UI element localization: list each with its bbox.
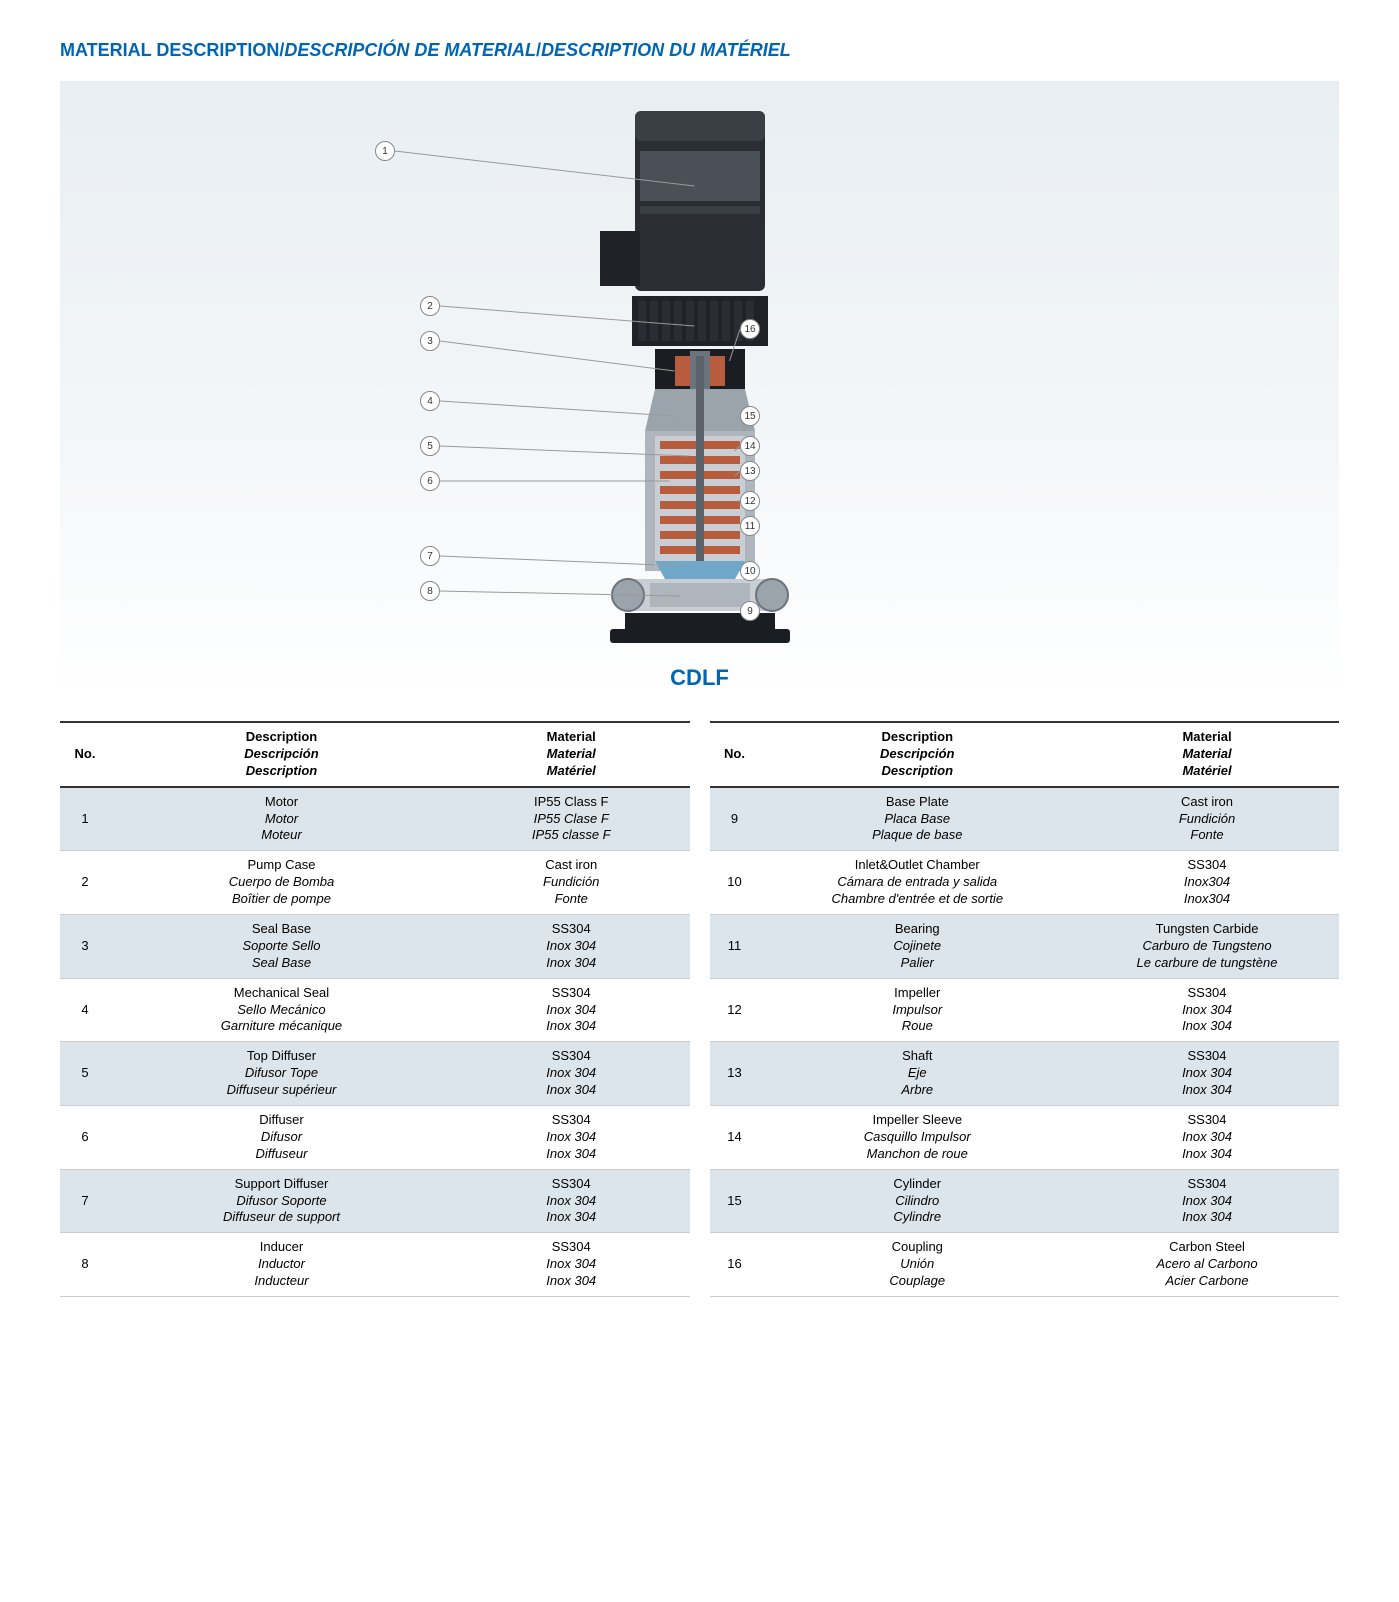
table-row: 16CouplingUniónCouplageCarbon SteelAcero…	[710, 1233, 1340, 1297]
callout-15: 15	[740, 406, 760, 426]
table-row: 13ShaftEjeArbreSS304Inox 304Inox 304	[710, 1042, 1340, 1106]
cell-description: CylinderCilindroCylindre	[760, 1169, 1076, 1233]
callout-3: 3	[420, 331, 440, 351]
cell-description: ShaftEjeArbre	[760, 1042, 1076, 1106]
table-row: 3Seal BaseSoporte SelloSeal BaseSS304Ino…	[60, 915, 690, 979]
cell-no: 8	[60, 1233, 110, 1297]
cell-no: 5	[60, 1042, 110, 1106]
callout-14: 14	[740, 436, 760, 456]
callout-10: 10	[740, 561, 760, 581]
callout-12: 12	[740, 491, 760, 511]
cell-no: 7	[60, 1169, 110, 1233]
cell-description: CouplingUniónCouplage	[760, 1233, 1076, 1297]
cell-material: SS304Inox304Inox304	[1075, 851, 1339, 915]
cell-description: Impeller SleeveCasquillo ImpulsorManchon…	[760, 1106, 1076, 1170]
cell-description: Top DiffuserDifusor TopeDiffuseur supéri…	[110, 1042, 453, 1106]
table-row: 15CylinderCilindroCylindreSS304Inox 304I…	[710, 1169, 1340, 1233]
cell-material: Carbon SteelAcero al CarbonoAcier Carbon…	[1075, 1233, 1339, 1297]
callout-5: 5	[420, 436, 440, 456]
cell-material: Cast ironFundiciónFonte	[1075, 787, 1339, 851]
cell-material: SS304Inox 304Inox 304	[1075, 1106, 1339, 1170]
materials-table-right: No. Description Descripción Description …	[710, 721, 1340, 1297]
cell-no: 15	[710, 1169, 760, 1233]
cell-description: Seal BaseSoporte SelloSeal Base	[110, 915, 453, 979]
model-label: CDLF	[670, 665, 729, 691]
cell-material: SS304Inox 304Inox 304	[453, 1233, 690, 1297]
callout-6: 6	[420, 471, 440, 491]
tables-wrap: No. Description Descripción Description …	[60, 721, 1339, 1297]
callout-8: 8	[420, 581, 440, 601]
cell-description: Mechanical SealSello MecánicoGarniture m…	[110, 978, 453, 1042]
diagram-panel: 12345678161514131211109 CDLF	[60, 81, 1339, 701]
cell-description: Pump CaseCuerpo de BombaBoîtier de pompe	[110, 851, 453, 915]
cell-material: SS304Inox 304Inox 304	[453, 915, 690, 979]
col-desc: Description Descripción Description	[760, 722, 1076, 787]
cell-description: Inlet&Outlet ChamberCámara de entrada y …	[760, 851, 1076, 915]
cell-no: 11	[710, 915, 760, 979]
cell-material: SS304Inox 304Inox 304	[453, 1106, 690, 1170]
title-fr: DESCRIPTION DU MATÉRIEL	[541, 40, 791, 60]
callout-11: 11	[740, 516, 760, 536]
cell-no: 14	[710, 1106, 760, 1170]
callout-9: 9	[740, 601, 760, 621]
col-no: No.	[60, 722, 110, 787]
table-row: 2Pump CaseCuerpo de BombaBoîtier de pomp…	[60, 851, 690, 915]
callout-1: 1	[375, 141, 395, 161]
cell-no: 3	[60, 915, 110, 979]
cell-material: Tungsten CarbideCarburo de TungstenoLe c…	[1075, 915, 1339, 979]
cell-material: SS304Inox 304Inox 304	[1075, 1169, 1339, 1233]
cell-no: 10	[710, 851, 760, 915]
col-desc: Description Descripción Description	[110, 722, 453, 787]
callout-7: 7	[420, 546, 440, 566]
cell-no: 4	[60, 978, 110, 1042]
cell-description: Support DiffuserDifusor SoporteDiffuseur…	[110, 1169, 453, 1233]
cell-material: SS304Inox 304Inox 304	[453, 1169, 690, 1233]
table-row: 8InducerInductorInducteurSS304Inox 304In…	[60, 1233, 690, 1297]
cell-description: ImpellerImpulsorRoue	[760, 978, 1076, 1042]
cell-description: Base PlatePlaca BasePlaque de base	[760, 787, 1076, 851]
cell-no: 2	[60, 851, 110, 915]
callout-2: 2	[420, 296, 440, 316]
cell-material: IP55 Class FIP55 Clase FIP55 classe F	[453, 787, 690, 851]
materials-table-left: No. Description Descripción Description …	[60, 721, 690, 1297]
cell-material: SS304Inox 304Inox 304	[453, 1042, 690, 1106]
table-row: 7Support DiffuserDifusor SoporteDiffuseu…	[60, 1169, 690, 1233]
table-row: 5Top DiffuserDifusor TopeDiffuseur supér…	[60, 1042, 690, 1106]
cell-no: 6	[60, 1106, 110, 1170]
callout-16: 16	[740, 319, 760, 339]
table-row: 11BearingCojinetePalierTungsten CarbideC…	[710, 915, 1340, 979]
cell-description: MotorMotorMoteur	[110, 787, 453, 851]
page-title: MATERIAL DESCRIPTION/DESCRIPCIÓN DE MATE…	[60, 40, 1339, 61]
table-row: 14Impeller SleeveCasquillo ImpulsorManch…	[710, 1106, 1340, 1170]
col-mat: Material Material Matériel	[453, 722, 690, 787]
callout-4: 4	[420, 391, 440, 411]
table-row: 6DiffuserDifusorDiffuseurSS304Inox 304In…	[60, 1106, 690, 1170]
table-row: 4Mechanical SealSello MecánicoGarniture …	[60, 978, 690, 1042]
cell-no: 9	[710, 787, 760, 851]
title-es: DESCRIPCIÓN DE MATERIAL	[284, 40, 536, 60]
cell-no: 12	[710, 978, 760, 1042]
cell-material: SS304Inox 304Inox 304	[1075, 1042, 1339, 1106]
cell-material: SS304Inox 304Inox 304	[1075, 978, 1339, 1042]
cell-description: BearingCojinetePalier	[760, 915, 1076, 979]
cell-description: DiffuserDifusorDiffuseur	[110, 1106, 453, 1170]
cell-material: Cast ironFundiciónFonte	[453, 851, 690, 915]
table-row: 12ImpellerImpulsorRoueSS304Inox 304Inox …	[710, 978, 1340, 1042]
table-row: 10Inlet&Outlet ChamberCámara de entrada …	[710, 851, 1340, 915]
cell-description: InducerInductorInducteur	[110, 1233, 453, 1297]
col-mat: Material Material Matériel	[1075, 722, 1339, 787]
cell-no: 1	[60, 787, 110, 851]
cell-material: SS304Inox 304Inox 304	[453, 978, 690, 1042]
table-row: 9Base PlatePlaca BasePlaque de baseCast …	[710, 787, 1340, 851]
cell-no: 13	[710, 1042, 760, 1106]
callout-13: 13	[740, 461, 760, 481]
title-en: MATERIAL DESCRIPTION	[60, 40, 279, 60]
cell-no: 16	[710, 1233, 760, 1297]
col-no: No.	[710, 722, 760, 787]
leader-lines	[60, 81, 1339, 701]
table-row: 1MotorMotorMoteurIP55 Class FIP55 Clase …	[60, 787, 690, 851]
